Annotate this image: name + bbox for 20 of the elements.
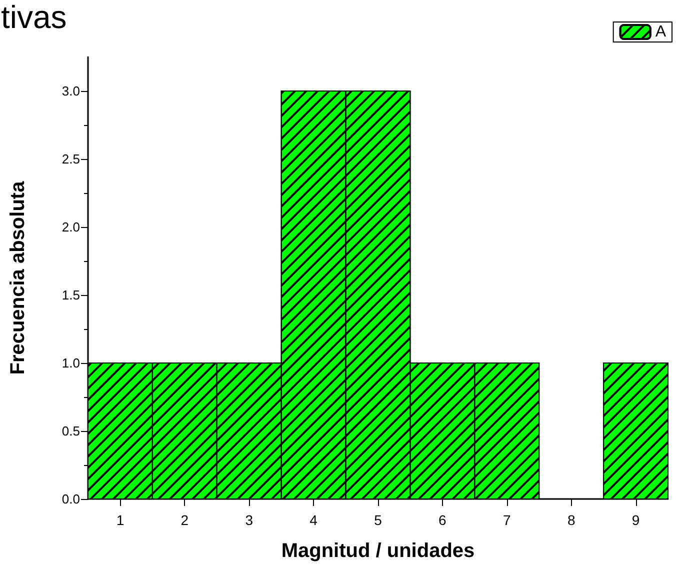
x-tick-label: 8 — [567, 512, 576, 528]
text: 1.0 — [62, 356, 80, 370]
x-tick-label: 6 — [438, 512, 447, 528]
chart-title: tivas — [1, 0, 67, 35]
x-tick-label: 7 — [502, 512, 511, 528]
text: 3.0 — [62, 84, 80, 98]
y-tick-label: 1.5 — [62, 288, 80, 302]
x-tick-label: 9 — [632, 512, 640, 528]
y-tick-label: 0.5 — [62, 424, 80, 438]
y-axis-title: Frecuencia absoluta — [7, 180, 29, 375]
x-axis-title: Magnitud / unidades — [281, 540, 475, 562]
x-tick-label: 3 — [245, 512, 254, 528]
legend-label: A — [655, 24, 666, 40]
x-tick-label: 1 — [116, 512, 124, 528]
text: 0.0 — [62, 492, 80, 506]
x-tick-label: 5 — [374, 512, 382, 528]
text: 2.0 — [62, 220, 80, 234]
y-tick-label: 2.5 — [62, 152, 80, 166]
x-tick-label: 2 — [180, 512, 189, 528]
x-tick-label: 4 — [310, 512, 318, 528]
